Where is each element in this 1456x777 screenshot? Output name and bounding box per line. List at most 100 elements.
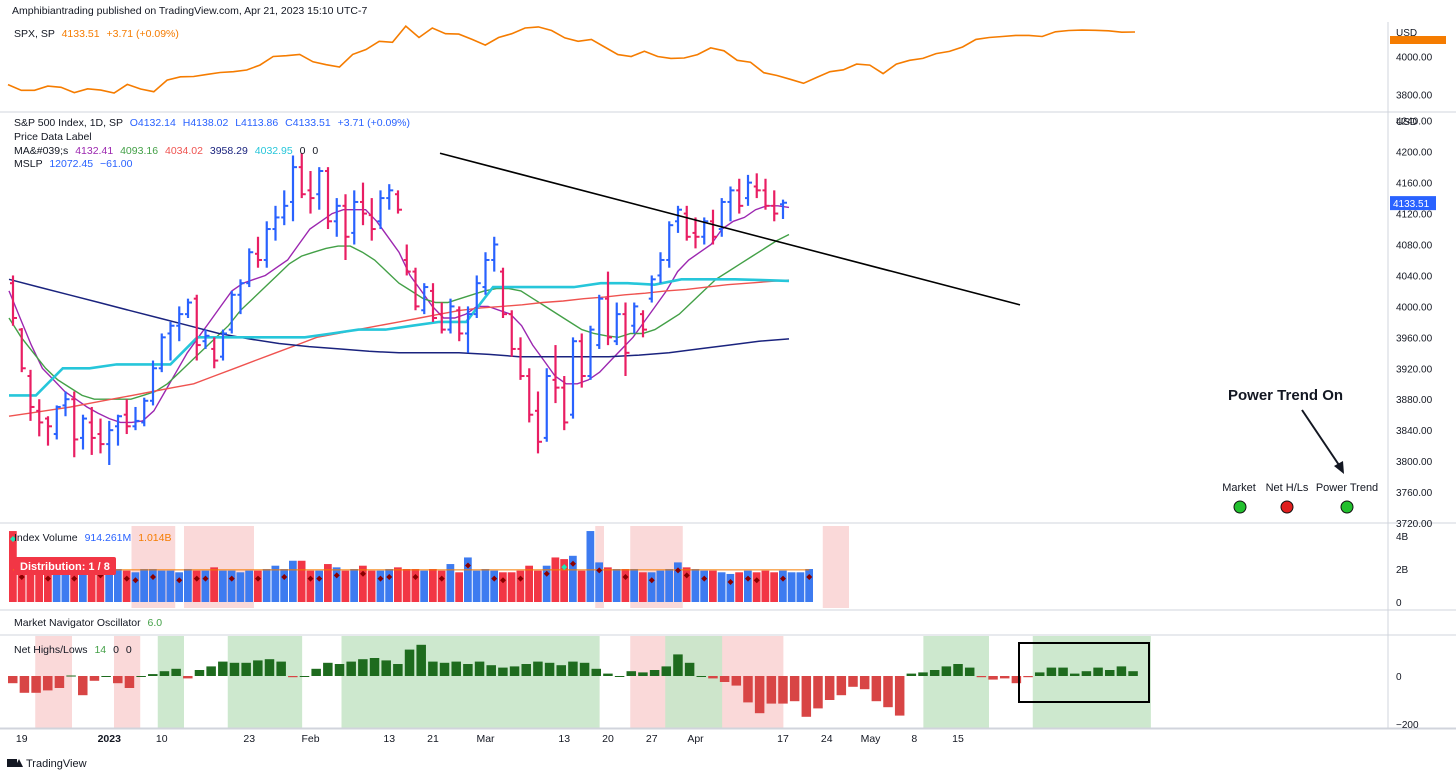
nhl-bar [404,649,415,676]
price-axis-tick: 4240.00 [1396,117,1433,128]
nhl-bar [1093,667,1103,676]
ohlc-bar [158,333,166,373]
nhl-bar [206,666,216,676]
nhl-bar [311,668,321,676]
volume-bar [516,570,525,602]
ohlc-bar [640,310,647,338]
ohlc-bar [246,248,254,288]
last-price-label: 4133.51 [1393,199,1430,210]
nhl-bar [673,654,683,676]
volume-bar [700,570,708,602]
volume-marker [500,577,506,584]
nhl-axis-tick: 0 [1396,672,1402,683]
volume-bar [332,567,341,602]
nhl-bar [31,676,41,693]
price-legend[interactable]: S&P 500 Index, 1D, SP O4132.14 H4138.02 … [14,117,410,129]
x-axis-label: 8 [911,733,917,745]
ohlc-bar [578,333,586,388]
price-axis-tick: 3960.00 [1396,333,1433,344]
volume-bar [149,569,157,602]
volume-legend[interactable]: Index Volume 914.261M 1.014B [14,532,171,544]
volume-bar [26,570,35,602]
price-axis-tick: 4160.00 [1396,179,1433,190]
nhl-bar [1128,671,1138,676]
ohlc-bar [622,302,630,377]
price-axis-tick: 3880.00 [1396,395,1433,406]
volume-marker [281,574,288,580]
ohlc-bar [491,236,499,272]
volume-bar [779,570,787,602]
nhl-bar [463,664,473,676]
nhl-bar [66,675,76,677]
x-axis-label: 13 [558,733,570,745]
ohlc-bar [220,329,227,361]
ohlc-bar [176,306,184,342]
nhl-bar [836,676,847,696]
x-axis-label: 15 [952,733,964,745]
volume-bar [446,564,455,602]
volume-marker [71,575,78,582]
nhl-bar [264,659,275,676]
nhl-bar [871,676,882,702]
ohlc-bar [552,345,560,404]
ohlc-bar [675,205,682,233]
ohlc-bar [412,267,420,311]
volume-bar [542,565,551,602]
volume-bar [79,570,87,602]
oscillator-legend-value: 6.0 [148,617,163,629]
volume-bar [647,572,656,602]
series-ma-50 [8,279,790,417]
nhl-legend[interactable]: Net Highs/Lows 14 0 0 [14,644,132,656]
nhl-bar [801,676,812,717]
ma-legend-v4: 3958.29 [210,145,248,157]
spx-legend-name: SPX, SP [14,28,55,40]
ohlc-bar [745,174,752,206]
spx-legend[interactable]: SPX, SP 4133.51 +3.71 (+0.09%) [14,28,179,40]
distribution-badge [14,557,116,575]
price-pane[interactable] [8,152,1021,465]
nhl-bar [358,659,368,676]
nhl-bar [1046,667,1057,676]
nhl-bar [381,660,391,676]
nhl-positive-zone [157,636,184,728]
volume-bar [586,531,595,602]
volume-pane[interactable] [9,531,813,602]
ohlc-bar [753,173,761,199]
nhl-bar [1116,666,1127,676]
volume-bar [744,570,752,602]
volume-marker [683,572,690,579]
ohlc-bar [10,275,17,326]
volume-marker [622,574,629,580]
volume-bar [210,567,218,602]
price-axis-tick: 4000.00 [1396,302,1433,313]
volume-bar [464,557,472,602]
volume-axis-tick: 2B [1396,565,1409,576]
nhl-bar [859,676,870,690]
spx-pane[interactable] [7,24,1136,94]
volume-bar [306,570,315,602]
mslp-legend[interactable]: MSLP 12072.45 −61.00 [14,158,133,170]
volume-marker [360,570,366,577]
nhl-bar [918,672,928,676]
price-axis-tick: 4080.00 [1396,241,1433,252]
volume-bar [105,572,113,602]
x-axis-label: 2023 [98,733,122,745]
net-highs-lows-pane[interactable] [8,642,1150,717]
ma-legend[interactable]: MA&#039;s 4132.41 4093.16 4034.02 3958.2… [14,145,318,157]
oscillator-legend[interactable]: Market Navigator Oscillator 6.0 [14,617,162,629]
ohlc-bar [692,217,700,249]
nhl-bar [591,668,602,676]
volume-bar [595,562,603,602]
ohlc-bar [780,199,787,219]
volume-bar [665,569,673,602]
ohlc-bar [115,414,122,446]
x-axis-label: 24 [821,733,833,745]
volume-bar [227,570,236,602]
ohlc-bar [465,306,472,353]
ohlc-bar [18,328,26,373]
nhl-bar [906,673,917,676]
nhl-bar [1069,673,1080,676]
nhl-bar [521,664,531,676]
ohlc-bar [316,167,324,210]
